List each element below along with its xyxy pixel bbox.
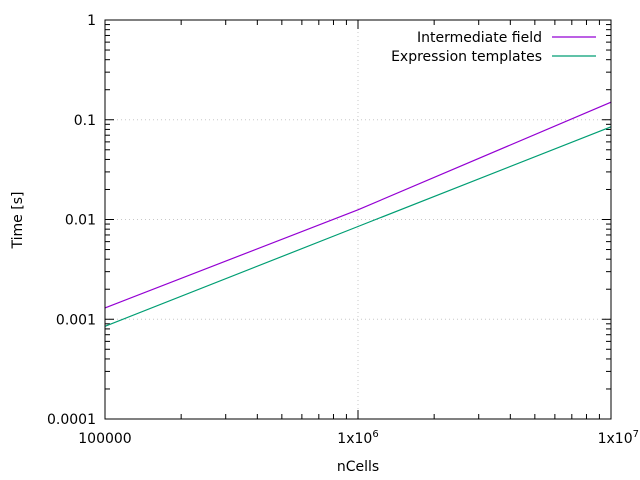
- y-tick-label: 1: [87, 13, 96, 29]
- y-tick-label: 0.01: [65, 213, 96, 229]
- y-axis-title: Time [s]: [10, 192, 26, 250]
- series-line-0: [104, 101, 612, 309]
- x-tick-label: 100000: [78, 431, 131, 447]
- x-tick-labels: 100000 1x106 1x107: [78, 429, 639, 447]
- x-axis-title: nCells: [337, 459, 379, 475]
- x-tick-mantissa: 100000: [78, 431, 131, 447]
- legend-label: Expression templates: [391, 49, 542, 65]
- x-tick-mantissa: 1x10: [598, 431, 633, 447]
- y-tick-label: 0.0001: [47, 412, 96, 428]
- legend-label: Intermediate field: [417, 30, 542, 46]
- y-tick-label: 0.001: [56, 312, 96, 328]
- series-line-1: [104, 126, 612, 327]
- series-lines: [104, 101, 612, 327]
- x-tick-label: 1x106: [337, 429, 378, 447]
- x-tick-mantissa: 1x10: [337, 431, 372, 447]
- x-tick-exponent: 6: [372, 429, 378, 440]
- y-tick-labels: 0.0001 0.001 0.01 0.1 1: [47, 13, 96, 428]
- x-tick-label: 1x107: [598, 429, 639, 447]
- y-tick-label: 0.1: [74, 113, 96, 129]
- x-tick-exponent: 7: [633, 429, 639, 440]
- grid: [105, 20, 611, 419]
- plot-frame: [104, 19, 612, 420]
- legend: Intermediate field Expression templates: [391, 30, 596, 65]
